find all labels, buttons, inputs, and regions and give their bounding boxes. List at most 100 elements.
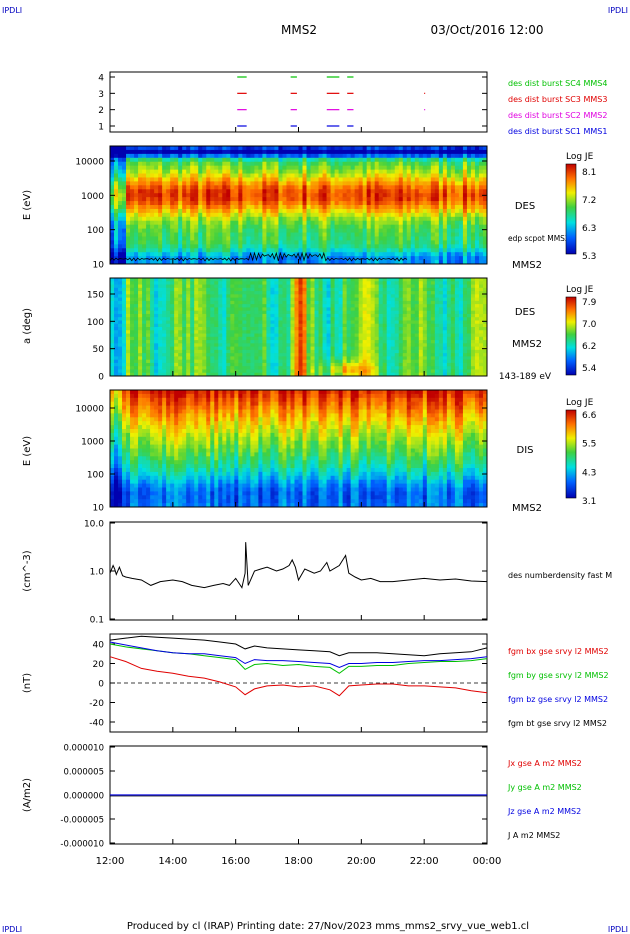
des-energy-cell (250, 252, 255, 257)
des-energy-cell (138, 185, 143, 190)
des-energy-cell (294, 228, 299, 234)
des-energy-cell (226, 185, 231, 190)
des-energy-cell (454, 185, 460, 190)
des-energy-cell (118, 208, 123, 214)
des-energy-cell (226, 149, 231, 155)
des-energy-cell (306, 173, 312, 178)
des-energy-cell (242, 173, 247, 178)
des-energy-cell (330, 193, 336, 198)
des-energy-cell (298, 252, 304, 257)
des-pitch-cell (338, 372, 344, 377)
des-pitch-cell (342, 340, 348, 344)
des-energy-cell (286, 205, 291, 210)
des-energy-cell (294, 169, 299, 175)
des-energy-cell (210, 205, 215, 210)
des-pitch-cell (142, 313, 147, 318)
des-energy-cell (366, 216, 372, 222)
des-energy-cell (414, 220, 420, 226)
des-energy-cell (302, 197, 308, 202)
des-pitch-cell (350, 323, 356, 328)
des-pitch-cell (334, 362, 340, 367)
des-energy-cell (166, 181, 171, 186)
des-energy-cell (254, 189, 259, 194)
des-energy-cell (482, 201, 488, 206)
des-pitch-cell (342, 294, 348, 299)
des-energy-cell (254, 146, 259, 151)
des-pitch-cell (390, 287, 396, 292)
des-energy-cell (354, 189, 360, 194)
des-pitch-cell (146, 340, 151, 344)
des-pitch-cell (246, 366, 251, 370)
des-pitch-cell (378, 340, 384, 344)
des-pitch-cell (346, 294, 352, 299)
des-energy-cell (474, 181, 480, 186)
des-energy-cell (386, 228, 392, 234)
des-energy-cell (306, 208, 312, 214)
des-energy-cell (278, 169, 283, 175)
des-energy-cell (362, 236, 368, 241)
des-energy-cell (338, 216, 344, 222)
des-energy-cell (374, 228, 380, 234)
des-energy-cell (394, 248, 400, 253)
des-energy-cell (414, 224, 420, 230)
des-energy-cell (470, 185, 476, 190)
des-energy-cell (278, 197, 283, 202)
des-energy-cell (338, 208, 344, 214)
des-energy-cell (362, 216, 368, 222)
des-energy-cell (230, 157, 235, 163)
des-pitch-cell (306, 317, 312, 321)
des-energy-cell (122, 244, 127, 249)
des-energy-cell (158, 173, 163, 178)
des-energy-cell (482, 177, 488, 182)
des-pitch-cell (190, 281, 195, 286)
des-energy-cell (238, 260, 243, 265)
des-pitch-cell (174, 336, 179, 341)
des-pitch-cell (206, 278, 211, 282)
des-energy-cell (198, 185, 203, 190)
des-pitch-cell (122, 327, 127, 331)
des-energy-cell (482, 181, 488, 186)
des-energy-cell (354, 220, 360, 226)
des-energy-cell (414, 244, 420, 249)
des-energy-cell (226, 216, 231, 222)
des-energy-cell (258, 169, 263, 175)
des-pitch-cell (222, 284, 227, 289)
des-energy-cell (114, 193, 119, 198)
des-pitch-cell (194, 287, 199, 292)
des-energy-cell (306, 220, 312, 226)
des-energy-cell (478, 208, 484, 214)
des-energy-cell (482, 228, 488, 234)
des-energy-cell (390, 236, 396, 241)
des-energy-cell (258, 177, 263, 182)
des-pitch-cell (302, 327, 308, 331)
des-energy-cell (482, 260, 488, 265)
des-energy-cell (266, 212, 271, 218)
des-pitch-cell (286, 356, 291, 361)
des-energy-cell (458, 212, 464, 218)
des-energy-cell (374, 149, 380, 155)
des-energy-cell (158, 197, 163, 202)
des-energy-cell (286, 197, 291, 202)
des-energy-cell (346, 260, 352, 265)
des-energy-cell (158, 256, 163, 261)
des-energy-cell (178, 208, 183, 214)
des-energy-cell (274, 220, 279, 226)
des-pitch-cell (278, 304, 283, 308)
des-pitch-cell (366, 372, 372, 377)
des-pitch-cell (138, 310, 143, 315)
des-pitch-cell (178, 284, 183, 289)
des-energy-cell (342, 189, 348, 194)
des-pitch-cell (154, 362, 159, 367)
des-energy-cell (202, 256, 207, 261)
des-energy-cell (442, 216, 448, 222)
des-energy-cell (138, 216, 143, 222)
des-pitch-cell (286, 323, 291, 328)
des-pitch-cell (194, 343, 199, 348)
des-pitch-cell (154, 320, 159, 325)
des-energy-cell (398, 153, 404, 159)
des-energy-cell (354, 228, 360, 234)
des-pitch-cell (318, 291, 324, 295)
des-energy-cell (338, 161, 344, 167)
des-energy-cell (166, 220, 171, 226)
des-pitch-cell (346, 278, 352, 282)
